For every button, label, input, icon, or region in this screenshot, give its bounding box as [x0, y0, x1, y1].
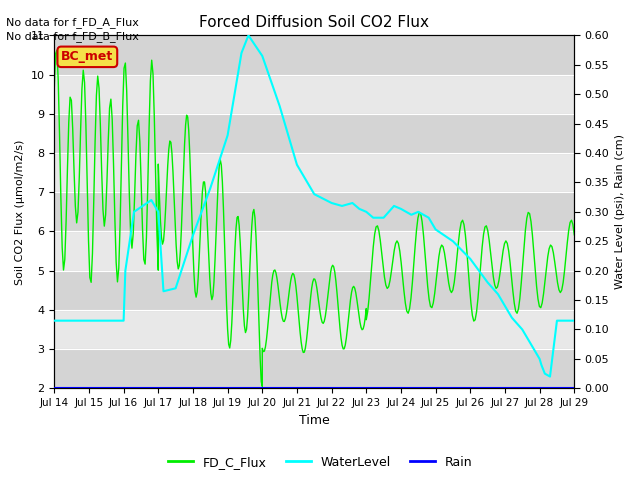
Bar — [54, 349, 574, 388]
Y-axis label: Water Level (psi), Rain (cm): Water Level (psi), Rain (cm) — [615, 134, 625, 289]
Bar — [54, 36, 574, 74]
Text: No data for f_FD_B_Flux: No data for f_FD_B_Flux — [6, 31, 140, 42]
Legend: FD_C_Flux, WaterLevel, Rain: FD_C_Flux, WaterLevel, Rain — [163, 451, 477, 474]
Text: No data for f_FD_A_Flux: No data for f_FD_A_Flux — [6, 17, 140, 28]
Text: BC_met: BC_met — [61, 50, 113, 63]
Bar — [54, 271, 574, 310]
Title: Forced Diffusion Soil CO2 Flux: Forced Diffusion Soil CO2 Flux — [199, 15, 429, 30]
Bar — [54, 114, 574, 153]
Y-axis label: Soil CO2 Flux (μmol/m2/s): Soil CO2 Flux (μmol/m2/s) — [15, 139, 25, 285]
X-axis label: Time: Time — [299, 414, 330, 427]
Bar — [54, 192, 574, 231]
